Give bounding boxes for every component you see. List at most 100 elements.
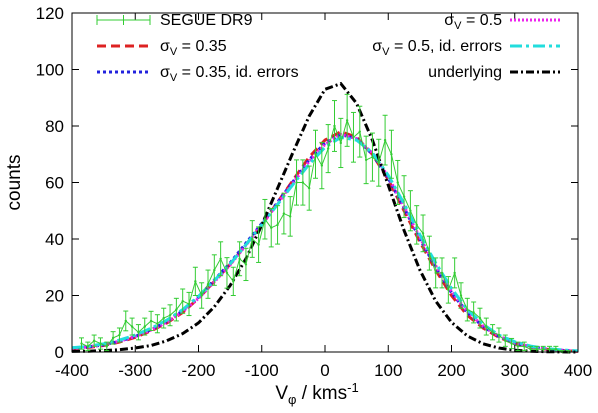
data-point (86, 345, 90, 348)
legend-label: σV = 0.35 (160, 38, 227, 58)
legend-label: SEGUE DR9 (160, 12, 253, 29)
legend-label: underlying (428, 64, 502, 81)
data-point (130, 325, 134, 328)
data-point (447, 288, 450, 292)
data-point (213, 268, 216, 272)
data-point (295, 181, 298, 184)
data-point (181, 299, 184, 303)
plot-frame (71, 12, 579, 353)
data-point (434, 271, 437, 275)
data-point (92, 339, 96, 342)
data-point (80, 342, 83, 345)
x-axis-label-main: V (275, 383, 288, 404)
model-curve-1 (71, 132, 579, 353)
data-point (421, 232, 425, 235)
data-point (466, 308, 469, 311)
data-point (289, 215, 292, 218)
x-tick-label: -100 (245, 361, 279, 380)
data-point (187, 302, 191, 306)
legend-label-base: σ (160, 38, 170, 55)
x-tick-label: -300 (118, 361, 152, 380)
data-point (364, 158, 368, 162)
data-point (390, 153, 393, 156)
legend-label-base: SEGUE DR9 (160, 12, 253, 29)
data-point (396, 181, 399, 184)
data-point (137, 331, 140, 334)
model-curve-3 (71, 135, 579, 353)
data-point (523, 345, 526, 348)
data-point (118, 333, 121, 337)
data-point (542, 347, 545, 351)
data-point (371, 155, 374, 159)
y-tick-label: 120 (36, 4, 64, 23)
data-point (345, 119, 349, 122)
y-tick-label: 80 (45, 117, 64, 136)
x-tick-label: 0 (320, 361, 329, 380)
x-axis-label-sup: -1 (347, 380, 359, 395)
data-point (244, 263, 248, 266)
data-point (554, 347, 558, 351)
data-point (383, 138, 387, 142)
model-curve-4 (71, 81, 579, 354)
data-point (99, 342, 102, 345)
data-point (263, 218, 267, 221)
model-curve-0 (71, 130, 579, 353)
data-point (548, 347, 551, 351)
data-point (124, 319, 127, 323)
legend-label-sub: V (170, 72, 178, 84)
data-point (377, 161, 380, 164)
data-point (415, 223, 418, 227)
data-point (175, 308, 178, 311)
legend-label-rest: = 0.35 (177, 38, 226, 55)
x-axis-label: Vφ / kms-1 (275, 380, 358, 407)
data-point (478, 316, 482, 320)
data-point (504, 339, 507, 342)
series-group (71, 81, 579, 354)
data-point (472, 311, 475, 314)
data-point (219, 257, 222, 260)
data-point (162, 316, 165, 320)
data-point (402, 195, 406, 198)
axes-group: -400 -300 -200 -100 0 100 200 300 400 0 20 40 60 80 10… (36, 4, 593, 380)
data-point (453, 271, 456, 275)
x-axis-label-rest: / kms (296, 383, 347, 404)
data-point (251, 237, 254, 241)
data-point (276, 223, 279, 227)
legend-label: σV = 0.35, id. errors (160, 64, 299, 84)
data-point (491, 331, 494, 334)
data-point (301, 181, 305, 184)
data-point (232, 280, 235, 283)
x-tick-label: -400 (55, 361, 89, 380)
data-point (194, 280, 197, 283)
y-tick-label: 60 (45, 174, 64, 193)
legend-label-sub: V (382, 46, 390, 58)
data-point (168, 314, 172, 317)
data-point (143, 325, 146, 328)
data-point (225, 271, 229, 275)
legend-label-rest: = 0.5 (462, 12, 503, 29)
data-point (105, 345, 108, 348)
x-tick-label: 300 (501, 361, 529, 380)
legend-label-sub: V (170, 46, 178, 58)
legend-label-sub: V (454, 20, 462, 32)
data-point (270, 226, 273, 229)
data-point (459, 294, 463, 297)
x-tick-label: 400 (564, 361, 592, 380)
data-point (257, 243, 260, 246)
model-curve-2 (71, 132, 579, 353)
data-point (440, 271, 444, 275)
data-point (156, 322, 159, 325)
data-point (314, 153, 317, 156)
data-point (358, 130, 361, 133)
y-axis-label: counts (4, 155, 25, 211)
legend-label-base: σ (372, 38, 382, 55)
y-tick-label: 0 (55, 343, 64, 362)
legend-label-rest: = 0.35, id. errors (177, 64, 298, 81)
legend-label-base: underlying (428, 64, 502, 81)
x-tick-label: -200 (181, 361, 215, 380)
data-point (282, 212, 286, 215)
data-point (529, 347, 532, 351)
data-point (111, 336, 115, 340)
x-tick-label: 100 (374, 361, 402, 380)
